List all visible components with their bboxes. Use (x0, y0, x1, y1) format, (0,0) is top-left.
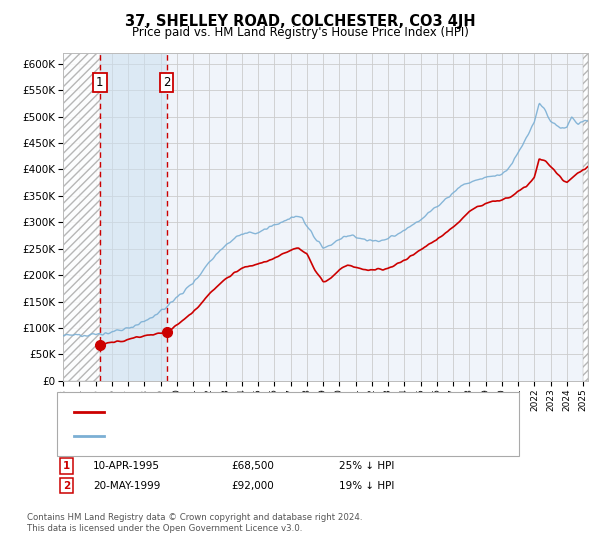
Text: Price paid vs. HM Land Registry's House Price Index (HPI): Price paid vs. HM Land Registry's House … (131, 26, 469, 39)
Text: 20-MAY-1999: 20-MAY-1999 (93, 480, 160, 491)
Text: HPI: Average price, detached house, Colchester: HPI: Average price, detached house, Colc… (109, 431, 358, 441)
Text: 19% ↓ HPI: 19% ↓ HPI (339, 480, 394, 491)
Text: 2: 2 (163, 76, 170, 89)
Bar (63, 53, 100, 381)
Text: Contains HM Land Registry data © Crown copyright and database right 2024.: Contains HM Land Registry data © Crown c… (27, 513, 362, 522)
Bar (100, 53, 167, 381)
Text: 37, SHELLEY ROAD, COLCHESTER, CO3 4JH: 37, SHELLEY ROAD, COLCHESTER, CO3 4JH (125, 14, 475, 29)
Text: 2: 2 (63, 480, 70, 491)
Text: £68,500: £68,500 (231, 461, 274, 471)
Text: 37, SHELLEY ROAD, COLCHESTER, CO3 4JH (detached house): 37, SHELLEY ROAD, COLCHESTER, CO3 4JH (d… (109, 408, 428, 418)
Text: 10-APR-1995: 10-APR-1995 (93, 461, 160, 471)
Text: 25% ↓ HPI: 25% ↓ HPI (339, 461, 394, 471)
Text: 1: 1 (96, 76, 104, 89)
Text: £92,000: £92,000 (231, 480, 274, 491)
Bar (583, 53, 588, 381)
Text: This data is licensed under the Open Government Licence v3.0.: This data is licensed under the Open Gov… (27, 524, 302, 533)
Text: 1: 1 (63, 461, 70, 471)
